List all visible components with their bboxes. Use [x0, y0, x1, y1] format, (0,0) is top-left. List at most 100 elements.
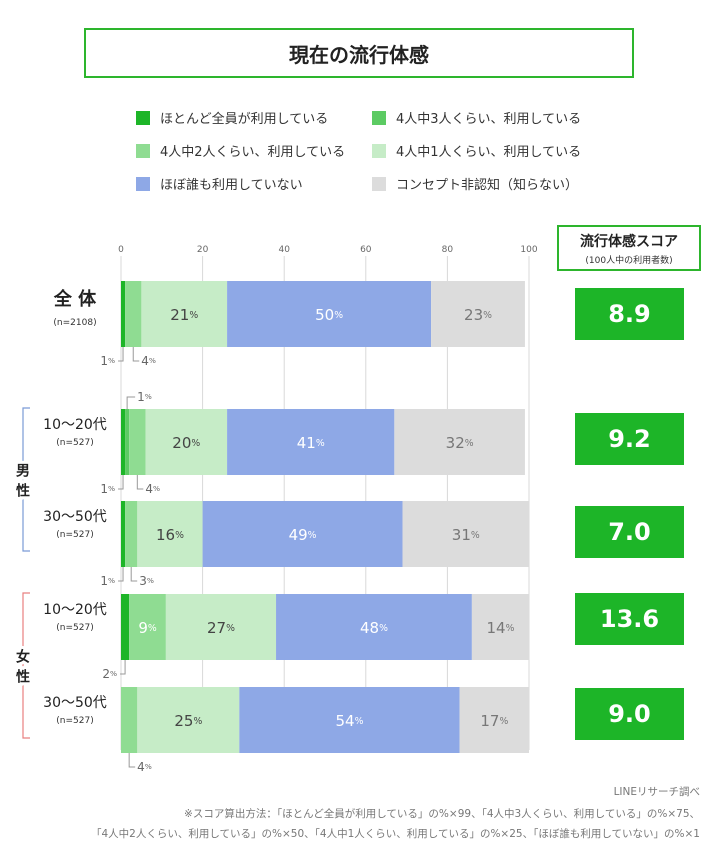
data-label: 4%	[141, 354, 156, 368]
callout-line	[118, 475, 124, 490]
legend-swatch	[372, 143, 386, 158]
bar-segment	[202, 501, 403, 567]
legend-swatch	[136, 176, 150, 191]
data-label: 31%	[452, 526, 480, 544]
data-label: 17%	[480, 712, 508, 730]
bar-segment	[227, 281, 432, 347]
bar-segment	[129, 594, 166, 660]
data-label: 1%	[137, 390, 152, 404]
score-header: 流行体感スコア (100人中の利用者数)	[557, 225, 701, 271]
legend-label: 4人中1人くらい、利用している	[396, 145, 582, 160]
score-value: 9.2	[575, 413, 684, 465]
bar-segment	[165, 594, 277, 660]
bar-segment	[239, 687, 460, 753]
footnote-line-1: ※スコア算出方法：「ほとんど全員が利用している」の%×99、「4人中3人くらい、…	[184, 808, 700, 820]
callout-line	[132, 347, 140, 362]
callout-line	[118, 567, 124, 582]
bar-segment	[137, 501, 203, 567]
bar-segment	[121, 594, 130, 660]
group-bracket	[22, 407, 30, 552]
x-tick-label: 60	[360, 245, 372, 255]
bar-segment	[129, 409, 146, 475]
bar-segment	[145, 409, 228, 475]
legend-swatch	[136, 143, 150, 158]
row-label: 30～50代	[43, 509, 107, 525]
bar-segment	[402, 501, 529, 567]
data-label: 2%	[102, 667, 117, 681]
data-label: 21%	[170, 306, 198, 324]
group-label: 女	[16, 649, 30, 666]
callout-line	[120, 660, 126, 675]
legend-swatch	[372, 110, 386, 125]
callout-line	[130, 567, 138, 582]
bar-segment	[141, 281, 228, 347]
data-label: 41%	[297, 434, 325, 452]
data-label: 3%	[139, 574, 154, 588]
score-value: 9.0	[575, 688, 684, 740]
legend-item: コンセプト非認知（知らない）	[372, 174, 578, 193]
bar-segment	[459, 687, 529, 753]
data-label: 16%	[156, 526, 184, 544]
bar-segment	[227, 409, 395, 475]
chart-title: 現在の流行体感	[84, 28, 634, 78]
legend-item: 4人中3人くらい、利用している	[372, 108, 581, 127]
legend-item: 4人中1人くらい、利用している	[372, 141, 581, 160]
row-label: 10～20代	[43, 417, 107, 433]
data-label: 32%	[446, 434, 474, 452]
row-label: 30～50代	[43, 695, 107, 711]
legend-swatch	[372, 176, 386, 191]
data-label: 50%	[315, 306, 343, 324]
bar-segment	[121, 687, 138, 753]
data-label: 54%	[336, 712, 364, 730]
row-n-label: (n=2108)	[53, 318, 96, 328]
callout-line	[126, 396, 136, 409]
legend-label: コンセプト非認知（知らない）	[396, 178, 579, 193]
bar-segment	[121, 409, 126, 475]
data-label: 48%	[360, 619, 388, 637]
bar-segment	[276, 594, 472, 660]
data-label: 25%	[174, 712, 202, 730]
source-note: LINEリサーチ調べ	[613, 786, 700, 798]
group-bracket	[22, 592, 30, 739]
bar-segment	[125, 281, 142, 347]
legend-label: 4人中2人くらい、利用している	[160, 145, 346, 160]
bar-segment	[471, 594, 529, 660]
legend-label: ほとんど全員が利用している	[160, 112, 329, 127]
x-tick-label: 0	[118, 245, 124, 255]
bar-segment	[431, 281, 525, 347]
legend-label: ほぼ誰も利用していない	[160, 178, 303, 193]
data-label: 4%	[137, 760, 152, 774]
x-tick-label: 100	[520, 245, 537, 255]
legend-swatch	[136, 110, 150, 125]
bar-segment	[394, 409, 525, 475]
data-label: 49%	[289, 526, 317, 544]
score-header-title: 流行体感スコア	[580, 234, 678, 250]
legend-label: 4人中3人くらい、利用している	[396, 112, 582, 127]
callout-line	[128, 753, 136, 768]
legend-item: ほとんど全員が利用している	[136, 108, 328, 127]
legend-item: ほぼ誰も利用していない	[136, 174, 303, 193]
x-tick-label: 40	[278, 245, 290, 255]
data-label: 27%	[207, 619, 235, 637]
data-label: 1%	[100, 574, 115, 588]
row-n-label: (n=527)	[56, 623, 93, 633]
data-label: 1%	[100, 482, 115, 496]
callout-line	[136, 475, 144, 490]
data-label: 9%	[138, 619, 157, 637]
group-label: 男	[16, 464, 30, 480]
row-label: 10～20代	[43, 602, 107, 618]
score-value: 13.6	[575, 593, 684, 645]
legend-item: 4人中2人くらい、利用している	[136, 141, 345, 160]
row-n-label: (n=527)	[56, 716, 93, 726]
data-label: 20%	[172, 434, 200, 452]
score-header-subtitle: (100人中の利用者数)	[585, 256, 673, 266]
row-n-label: (n=527)	[56, 530, 93, 540]
footnote-line-2: 「4人中2人くらい、利用している」の%×50、「4人中1人くらい、利用している」…	[90, 828, 700, 840]
data-label: 14%	[486, 619, 514, 637]
callout-line	[118, 347, 124, 362]
group-label: 性	[16, 669, 30, 686]
score-value: 7.0	[575, 506, 684, 558]
row-label: 全 体	[53, 288, 97, 310]
bar-segment	[121, 501, 126, 567]
group-label: 性	[16, 483, 30, 500]
